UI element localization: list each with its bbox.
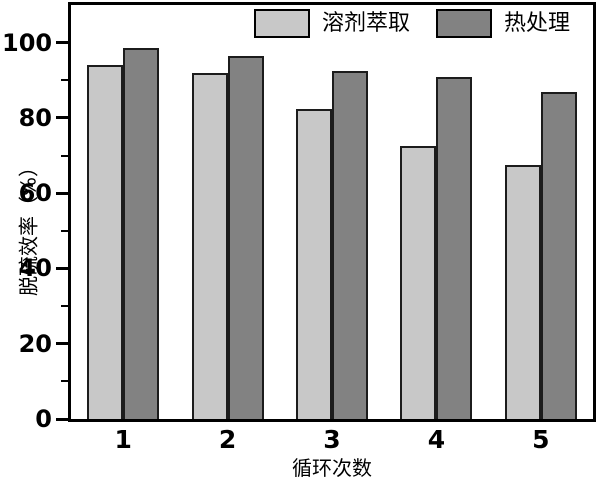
y-major-tick	[56, 191, 68, 195]
y-tick-label: 0	[35, 405, 52, 433]
x-tick-label: 2	[218, 425, 237, 454]
bar-heat-1	[123, 48, 160, 419]
y-tick-label: 80	[18, 103, 52, 132]
legend-swatch-solvent	[254, 9, 310, 38]
x-tick-label: 3	[323, 425, 341, 454]
bar-heat-2	[227, 55, 264, 419]
y-major-tick	[56, 41, 68, 45]
x-tick-label: 5	[532, 425, 550, 454]
bar-heat-5	[540, 91, 577, 419]
y-major-tick	[56, 342, 68, 346]
bar-heat-3	[332, 70, 368, 419]
y-tick-label: 100	[2, 28, 53, 57]
bar-solvent-2	[191, 72, 228, 419]
legend-label-heat: 热处理	[504, 11, 571, 36]
y-axis-title: 脱硫效率（%）	[16, 157, 41, 297]
legend: 溶剂萃取 热处理	[254, 9, 584, 38]
legend-swatch-heat	[436, 9, 493, 38]
y-minor-tick	[61, 79, 68, 82]
y-major-tick	[56, 116, 68, 120]
y-minor-tick	[61, 305, 68, 308]
legend-item-solvent: 溶剂萃取	[254, 9, 410, 38]
bar-solvent-3	[296, 108, 332, 419]
y-minor-tick	[61, 229, 68, 232]
y-tick-label: 20	[18, 329, 52, 358]
legend-item-heat: 热处理	[436, 9, 570, 38]
bar-solvent-1	[87, 65, 124, 419]
y-minor-tick	[61, 380, 68, 383]
bar-heat-4	[436, 76, 473, 419]
y-minor-tick	[61, 154, 68, 157]
bar-solvent-4	[400, 146, 437, 419]
x-tick-label: 1	[114, 425, 132, 454]
y-tick-label: 60	[18, 179, 52, 208]
legend-label-solvent: 溶剂萃取	[322, 11, 411, 36]
x-axis-title: 循环次数	[292, 456, 372, 480]
bar-solvent-5	[504, 164, 541, 419]
y-major-tick	[56, 417, 68, 421]
x-tick-label: 4	[427, 425, 446, 454]
y-major-tick	[56, 266, 68, 270]
y-tick-label: 40	[18, 254, 52, 283]
